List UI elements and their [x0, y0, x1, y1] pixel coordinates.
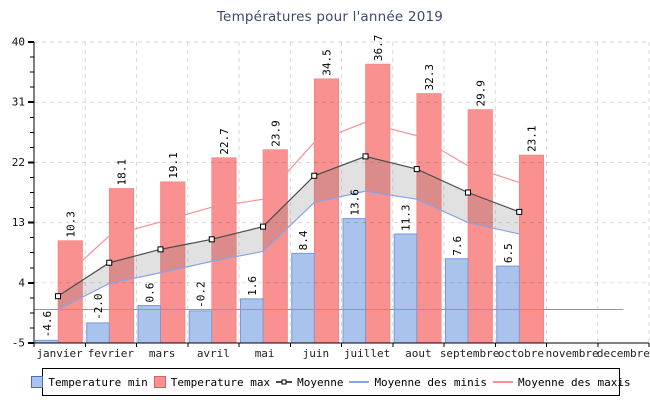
- moyenne-markers: [55, 153, 523, 300]
- bar-max-aout: [416, 93, 442, 344]
- value-label-min-mai: 1.6: [246, 276, 259, 296]
- minis-line-swatch-icon: [349, 381, 370, 383]
- bar-max-juin: [313, 78, 340, 344]
- x-label-novembre: novembre: [546, 347, 599, 360]
- marker-juillet: [362, 153, 369, 160]
- bar-min-mai: [240, 298, 264, 344]
- marker-mai: [260, 223, 266, 230]
- value-label-min-aout: 11.3: [400, 204, 413, 231]
- y-tick-label-31: 31: [12, 96, 25, 109]
- x-label-mars: mars: [149, 347, 176, 360]
- x-label-decembre: decembre: [597, 347, 650, 360]
- x-label-septembre: septembre: [440, 347, 500, 360]
- temperature-max-swatch-icon: [153, 376, 166, 388]
- x-label-avril: avril: [197, 347, 230, 360]
- value-label-max-septembre: 29.9: [474, 80, 487, 107]
- marker-aout: [413, 166, 420, 173]
- legend-item-temperature-min: Temperature min: [31, 375, 148, 389]
- value-label-max-mars: 19.1: [167, 152, 180, 179]
- bar-min-octobre: [496, 265, 520, 344]
- avg-band: [58, 156, 520, 310]
- marker-juin: [311, 172, 318, 179]
- x-label-juin: juin: [303, 347, 330, 360]
- bar-min-fevrier: [86, 322, 110, 344]
- marker-mars: [157, 246, 164, 253]
- moyenne-des-minis-line: [57, 190, 520, 311]
- bar-max-janvier: [57, 240, 83, 344]
- value-label-max-mai: 23.9: [269, 120, 282, 147]
- value-label-max-fevrier: 18.1: [116, 159, 129, 186]
- legend-item-moyenne-des-minis: Moyenne des minis: [349, 376, 487, 389]
- x-label-mai: mai: [255, 347, 275, 360]
- bar-max-avril: [211, 157, 237, 344]
- marker-octobre: [516, 208, 523, 215]
- bar-max-octobre: [518, 154, 545, 344]
- legend-label-temperature-max: Temperature max: [170, 375, 271, 389]
- x-label-janvier: janvier: [36, 347, 83, 360]
- bar-min-septembre: [445, 258, 469, 344]
- bar-min-mars: [137, 305, 161, 344]
- moyenne-des-maxis-line: [57, 121, 520, 284]
- value-label-min-septembre: 7.6: [451, 236, 464, 256]
- marker-janvier: [55, 293, 61, 300]
- value-label-max-octobre: 23.1: [526, 126, 539, 153]
- marker-fevrier: [106, 259, 113, 266]
- value-label-min-juillet: 13.6: [348, 189, 361, 216]
- value-label-max-juin: 34.5: [321, 49, 334, 76]
- legend-item-temperature-max: Temperature max: [153, 375, 271, 389]
- axes: [28, 41, 650, 347]
- y-tick-label--5: -5: [12, 337, 25, 350]
- value-label-min-mars: 0.6: [143, 283, 156, 303]
- y-tick-label-22: 22: [12, 156, 25, 169]
- value-label-min-fevrier: -2.0: [92, 293, 105, 320]
- bar-max-fevrier: [108, 188, 135, 344]
- x-label-fevrier: fevrier: [88, 347, 135, 360]
- chart-title: Températures pour l'année 2019: [216, 9, 444, 25]
- bar-max-septembre: [467, 109, 493, 344]
- value-label-min-juin: 8.4: [297, 230, 310, 250]
- bar-max-mars: [160, 181, 186, 344]
- marker-septembre: [465, 189, 471, 196]
- x-label-juillet: juillet: [344, 347, 390, 360]
- y-tick-label-40: 40: [12, 36, 25, 49]
- marker-avril: [208, 236, 215, 243]
- bar-min-aout: [393, 233, 418, 344]
- bar-min-juin: [291, 252, 315, 344]
- bar-max-mai: [262, 149, 288, 344]
- value-label-max-aout: 32.3: [423, 64, 436, 91]
- value-label-max-janvier: 10.3: [64, 211, 77, 238]
- value-label-max-avril: 22.7: [218, 128, 231, 155]
- legend-label-moyenne-des-minis: Moyenne des minis: [374, 375, 488, 389]
- maxis-line-swatch-icon: [493, 381, 514, 383]
- x-label-aout: aout: [405, 347, 432, 360]
- square-marker-icon: [281, 379, 287, 385]
- x-label-octobre: octobre: [498, 347, 544, 360]
- gridlines: [34, 41, 650, 343]
- bars: [35, 63, 545, 344]
- value-label-min-janvier: -4.6: [41, 311, 54, 338]
- legend-label-moyenne: Moyenne: [297, 375, 344, 389]
- temperature-min-swatch-icon: [31, 376, 44, 388]
- y-tick-label-4: 4: [18, 276, 25, 289]
- moyenne-line: [57, 155, 520, 297]
- value-label-min-octobre: 6.5: [502, 243, 515, 263]
- bar-max-juillet: [365, 63, 391, 344]
- bar-min-avril: [188, 310, 213, 344]
- legend-item-moyenne: Moyenne: [276, 376, 343, 389]
- axis-labels: 40 31 22 13 4 -5 janvier fevrier mars avril mai jui…: [12, 35, 650, 360]
- bar-min-juillet: [342, 218, 366, 344]
- legend-label-moyenne-des-maxis: Moyenne des maxis: [518, 375, 631, 389]
- moyenne-line-swatch-icon: [276, 379, 293, 385]
- value-label-max-juillet: 36.7: [372, 35, 385, 62]
- y-tick-label-13: 13: [12, 216, 25, 229]
- legend-item-moyenne-des-maxis: Moyenne des maxis: [493, 376, 631, 389]
- legend-label-temperature-min: Temperature min: [48, 375, 148, 389]
- value-label-min-avril: -0.2: [195, 281, 208, 308]
- legend: Temperature min Temperature max Moyenne …: [31, 368, 631, 396]
